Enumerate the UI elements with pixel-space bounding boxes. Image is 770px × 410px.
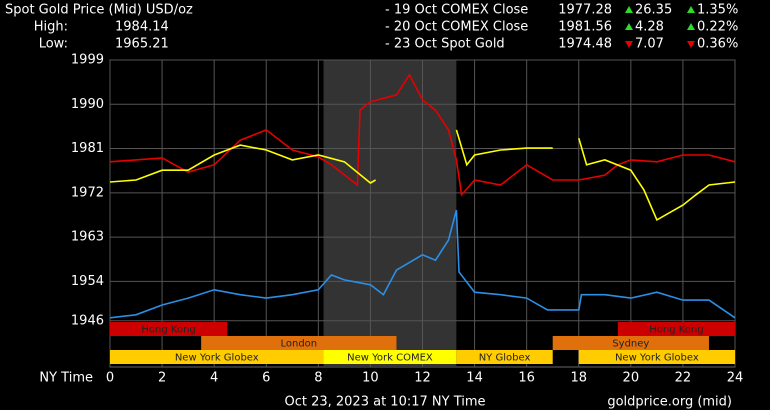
session-bar: [201, 336, 397, 350]
stat-value: 1965.21: [115, 37, 169, 52]
session-bar: [578, 350, 735, 364]
legend-change: 26.35: [635, 3, 672, 18]
y-tick-label: 1963: [71, 230, 104, 245]
legend-close: 1981.56: [558, 20, 612, 35]
session-bar: [110, 322, 228, 336]
up-arrow: [687, 6, 695, 13]
session-bar: [110, 350, 324, 364]
session-label: New York Globex: [615, 353, 699, 364]
session-bar: [552, 336, 709, 350]
up-arrow: [625, 6, 633, 13]
price-line: [109, 73, 736, 197]
session-bar: [456, 350, 553, 364]
y-tick-label: 1954: [71, 274, 104, 289]
session-bar: [323, 350, 457, 364]
session-label: Hong Kong: [141, 325, 195, 336]
x-tick-label: 6: [262, 371, 270, 386]
y-tick-label: 1999: [71, 53, 104, 68]
legend-change: 4.28: [635, 20, 664, 35]
x-tick-label: 10: [362, 371, 379, 386]
down-arrow: [625, 41, 633, 48]
shaded-region: [323, 60, 457, 367]
x-tick-label: 0: [106, 371, 114, 386]
stat-value: 1984.14: [115, 20, 169, 35]
legend-change-pct: 1.35%: [697, 3, 738, 18]
x-tick-label: 2: [158, 371, 166, 386]
x-tick-label: 14: [466, 371, 483, 386]
session-bar: [617, 322, 735, 336]
chart-title: Spot Gold Price (Mid) USD/oz: [5, 3, 193, 18]
x-tick-label: 16: [518, 371, 535, 386]
legend-change: 7.07: [635, 37, 664, 52]
legend-name: - 23 Oct Spot Gold: [385, 37, 505, 52]
down-arrow: [687, 41, 695, 48]
x-tick-label: 20: [623, 371, 640, 386]
session-label: Hong Kong: [649, 325, 703, 336]
session-label: Sydney: [612, 339, 649, 350]
session-label: New York COMEX: [347, 353, 433, 364]
x-tick-label: 18: [570, 371, 587, 386]
legend-close: 1974.48: [558, 37, 612, 52]
legend-name: - 19 Oct COMEX Close: [385, 3, 528, 18]
x-tick-label: 12: [414, 371, 431, 386]
x-tick-label: 22: [675, 371, 692, 386]
x-tick-label: 4: [210, 371, 218, 386]
stat-label: Low:: [39, 37, 68, 52]
legend-close: 1977.28: [558, 3, 612, 18]
x-tick-label: 24: [727, 371, 744, 386]
legend-name: - 20 Oct COMEX Close: [385, 20, 528, 35]
y-tick-label: 1946: [71, 313, 104, 328]
timestamp: Oct 23, 2023 at 10:17 NY Time: [284, 395, 485, 410]
legend-change-pct: 0.36%: [697, 37, 738, 52]
up-arrow: [625, 23, 633, 30]
price-line: [109, 129, 736, 222]
source: goldprice.org (mid): [607, 395, 732, 410]
x-tick-label: 8: [314, 371, 322, 386]
x-axis-label: NY Time: [39, 371, 93, 386]
up-arrow: [687, 23, 695, 30]
stat-label: High:: [34, 20, 68, 35]
session-label: New York Globex: [175, 353, 259, 364]
price-line: [109, 209, 736, 319]
legend-change-pct: 0.22%: [697, 20, 738, 35]
y-tick-label: 1990: [71, 97, 104, 112]
y-tick-label: 1972: [71, 185, 104, 200]
y-tick-label: 1981: [71, 141, 104, 156]
session-label: London: [280, 339, 317, 350]
session-label: NY Globex: [479, 353, 531, 364]
